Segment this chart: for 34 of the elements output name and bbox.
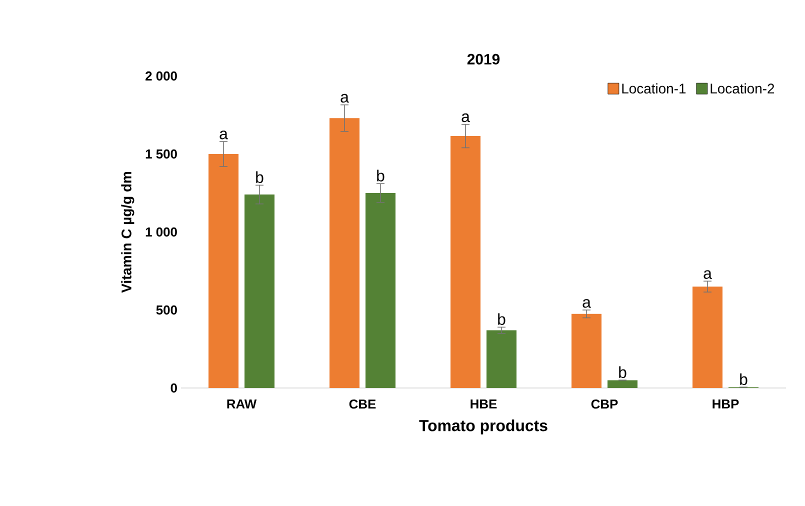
y-tick-label: 1 000	[146, 227, 177, 237]
bar	[608, 380, 638, 388]
annotation: a	[462, 113, 470, 122]
x-tick-label: RAW	[227, 400, 257, 408]
chart-title: 2019	[467, 54, 500, 64]
y-tick-label: 1 500	[146, 149, 177, 159]
x-axis-title: Tomato products	[419, 420, 548, 434]
legend-label: Location-2	[710, 83, 774, 94]
x-tick-label: HBP	[712, 400, 739, 408]
bar	[330, 118, 360, 388]
y-tick-label: 2 000	[146, 71, 177, 81]
bar	[244, 194, 274, 388]
legend-label: Location-1	[622, 83, 686, 94]
annotation: a	[220, 130, 228, 140]
x-tick-label: CBE	[349, 400, 376, 409]
bar	[692, 286, 722, 388]
bar	[366, 192, 396, 388]
y-axis-title: Vitamin C µg/g dm	[121, 172, 134, 293]
bar	[208, 154, 238, 388]
annotation: b	[256, 171, 264, 183]
annotation: a	[582, 299, 591, 308]
y-tick-label: 500	[156, 305, 177, 315]
annotation: b	[740, 373, 748, 386]
annotation: b	[377, 170, 384, 182]
annotation: b	[498, 313, 506, 325]
x-tick-label: CBP	[591, 400, 618, 409]
x-tick-label: HBE	[470, 400, 497, 408]
bar	[486, 330, 516, 388]
y-tick-label: 0	[170, 383, 177, 393]
bar	[450, 136, 480, 388]
annotation: a	[340, 94, 349, 103]
bar	[572, 314, 602, 388]
annotation: a	[704, 270, 712, 279]
annotation: b	[619, 366, 626, 378]
